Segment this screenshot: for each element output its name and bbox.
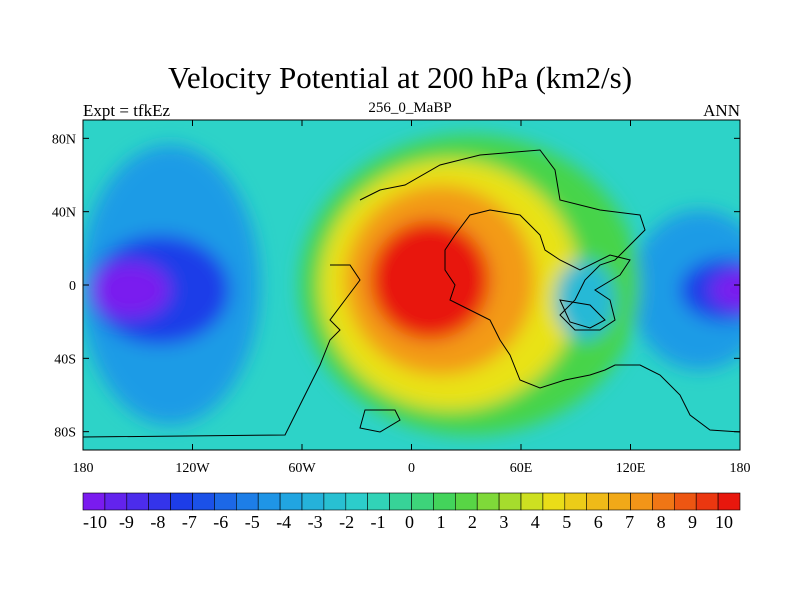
colorbar-label: 0 (405, 512, 414, 532)
experiment-label: Expt = tfkEz (83, 101, 171, 120)
colorbar-label: 3 (499, 512, 508, 532)
colorbar-box (257, 492, 281, 511)
colorbar-box (82, 492, 106, 511)
x-tick-label: 0 (408, 461, 415, 476)
field-region-east-min (710, 270, 740, 310)
colorbar-box (542, 492, 566, 511)
colorbar-box (192, 492, 215, 511)
colorbar-box (214, 492, 237, 511)
colorbar-box (236, 492, 259, 511)
continent-outlines (83, 149, 740, 438)
colorbar-box (367, 492, 390, 511)
colorbar-label: -4 (276, 512, 291, 532)
colorbar-box (170, 492, 193, 511)
colorbar-box (520, 492, 544, 511)
colorbar-label: -5 (245, 512, 260, 532)
plot-area (83, 120, 740, 450)
colorbar-box (323, 492, 347, 511)
x-tick-label: 120W (175, 461, 210, 476)
colorbar-label: -3 (308, 512, 323, 532)
colorbar-label: 5 (562, 512, 571, 532)
colorbar-label: -6 (213, 512, 228, 532)
colorbar-box (476, 492, 500, 511)
y-tick-label: 80N (52, 132, 76, 147)
colorbar-box (301, 492, 325, 511)
colorbar-label: -10 (83, 512, 107, 532)
colorbar-box (148, 492, 171, 511)
colorbar-box (104, 492, 128, 511)
y-tick-label: 40N (52, 206, 76, 221)
x-tick-label: 60W (288, 461, 316, 476)
colorbar-label: -8 (150, 512, 165, 532)
coastline-south-america (83, 264, 361, 438)
colorbar-box (411, 492, 434, 511)
colorbar-box (630, 492, 653, 511)
colorbar-box (279, 492, 303, 511)
colorbar-label: -9 (119, 512, 134, 532)
colorbar-box (454, 492, 478, 511)
colorbar-box (652, 492, 675, 511)
coastline-africa-eurasia (359, 149, 740, 433)
colorbar-box (564, 492, 587, 511)
case-label: 256_0_MaBP (368, 100, 452, 116)
colorbar-box (126, 492, 150, 511)
colorbar-box (389, 492, 412, 511)
colorbar-box (673, 492, 697, 511)
season-label: ANN (703, 101, 740, 120)
x-tick-label: 60E (510, 461, 533, 476)
x-tick-label: 120E (616, 461, 646, 476)
field-region-pos-max (370, 220, 490, 340)
field-region-west-min (90, 262, 170, 318)
y-tick-label: 40S (54, 352, 76, 367)
colorbar-label: -2 (339, 512, 354, 532)
colorbar-label: -7 (182, 512, 197, 532)
colorbar-label: 6 (594, 512, 603, 532)
coastline-antarctic-island (359, 409, 401, 433)
colorbar-label: 10 (715, 512, 733, 532)
colorbar-box (586, 492, 609, 511)
colorbar-label: 8 (657, 512, 666, 532)
plot-title: Velocity Potential at 200 hPa (km2/s) (167, 60, 633, 95)
colorbar-box (608, 492, 631, 511)
colorbar-box (433, 492, 456, 511)
colorbar-label: 1 (436, 512, 445, 532)
colorbar-box (345, 492, 368, 511)
colorbar-box (695, 492, 719, 511)
colorbar-box (717, 492, 741, 511)
colorbar-label: 4 (531, 512, 540, 532)
y-axis: 80N 40N 0 40S 80S (52, 132, 740, 441)
colorbar: -10 -9 -8 -7 -6 -5 -4 -3 -2 -1 0 1 2 3 4 5 6 7 8 9 10 (82, 492, 741, 532)
coastline-island-east (559, 299, 606, 329)
y-tick-label: 0 (69, 279, 76, 294)
colorbar-label: -1 (371, 512, 386, 532)
colorbar-label: 2 (468, 512, 477, 532)
x-axis: 180 120W 60W 0 60E 120E 180 (73, 120, 751, 476)
colorbar-label: 9 (688, 512, 697, 532)
x-tick-label: 180 (73, 461, 94, 476)
y-tick-label: 80S (54, 426, 76, 441)
field-region-east-pocket (555, 260, 615, 340)
colorbar-label: 7 (625, 512, 634, 532)
colorbar-box (498, 492, 522, 511)
x-tick-label: 180 (730, 461, 751, 476)
